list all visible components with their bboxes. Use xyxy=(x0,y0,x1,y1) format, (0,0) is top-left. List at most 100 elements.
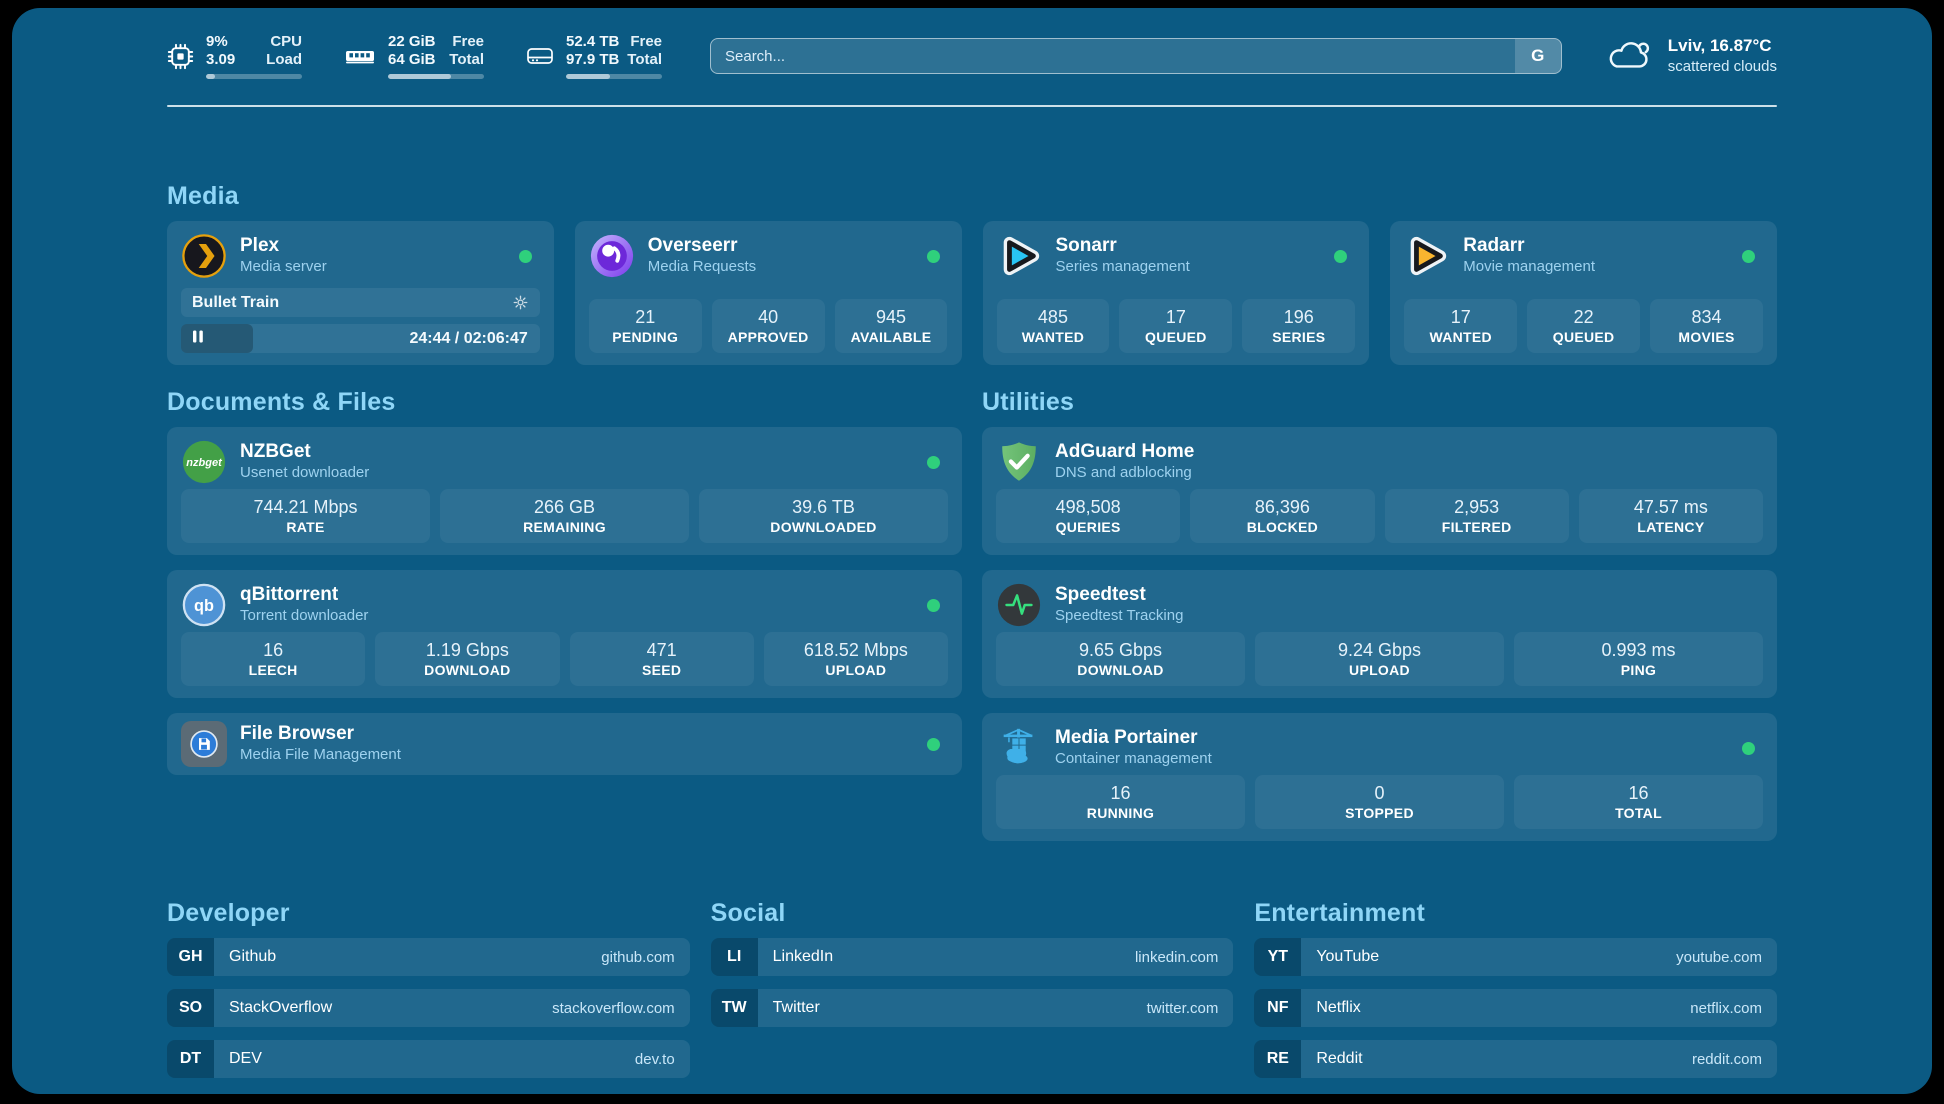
svg-text:nzbget: nzbget xyxy=(186,457,223,469)
stat-tile: 485 WANTED xyxy=(996,299,1110,353)
app-name: File Browser xyxy=(240,723,355,744)
app-subtitle: Usenet downloader xyxy=(240,464,370,481)
sonarr-card[interactable]: Sonarr Series management 485 WANTED 17 Q… xyxy=(982,221,1370,365)
portainer-card[interactable]: Media Portainer Container management 16 … xyxy=(982,713,1777,841)
disk-progress-bar xyxy=(566,74,662,79)
bookmark-stackoverflow[interactable]: SO StackOverflow stackoverflow.com xyxy=(167,989,690,1027)
playback-time: 24:44 / 02:06:47 xyxy=(409,329,528,347)
status-dot xyxy=(927,737,940,751)
bookmark-dev[interactable]: DT DEV dev.to xyxy=(167,1040,690,1078)
status-dot xyxy=(1334,249,1348,263)
system-stats: 9% 3.09 CPU Load xyxy=(167,33,662,79)
status-dot xyxy=(927,598,940,612)
plex-card[interactable]: Plex Media server Bullet Train xyxy=(167,221,554,365)
stat-tile: 16 TOTAL xyxy=(1514,775,1763,829)
status-dot xyxy=(1742,249,1755,263)
bookmark-twitter[interactable]: TW Twitter twitter.com xyxy=(710,989,1234,1027)
stat-tile: 17 WANTED xyxy=(1404,299,1518,353)
bookmark-reddit[interactable]: RE Reddit reddit.com xyxy=(1254,1040,1777,1078)
disk-free: 52.4 TB xyxy=(566,33,620,50)
app-name: NZBGet xyxy=(240,441,311,462)
app-name: AdGuard Home xyxy=(1055,441,1195,462)
plex-icon xyxy=(181,233,227,279)
gear-icon[interactable] xyxy=(512,294,529,311)
app-name: Sonarr xyxy=(1055,235,1117,256)
now-playing-title: Bullet Train xyxy=(192,293,280,311)
stat-tile: 9.24 Gbps UPLOAD xyxy=(1255,632,1504,686)
pause-icon[interactable] xyxy=(192,330,204,348)
section-title-entertainment: Entertainment xyxy=(1254,899,1426,927)
disk-total: 97.9 TB xyxy=(566,51,620,68)
stat-tile: 945 AVAILABLE xyxy=(834,299,948,353)
bookmark-linkedin[interactable]: LI LinkedIn linkedin.com xyxy=(710,938,1234,976)
app-subtitle: Media File Management xyxy=(240,746,401,763)
nzbget-card[interactable]: nzbget NZBGet Usenet downloader 74 xyxy=(167,427,962,555)
bookmark-netflix[interactable]: NF Netflix netflix.com xyxy=(1254,989,1777,1027)
app-subtitle: DNS and adblocking xyxy=(1055,464,1192,481)
cpu-progress-bar xyxy=(206,74,302,79)
stat-tile: 40 APPROVED xyxy=(711,299,825,353)
adguard-card[interactable]: AdGuard Home DNS and adblocking 498,508 … xyxy=(982,427,1777,555)
bookmark-youtube[interactable]: YT YouTube youtube.com xyxy=(1254,938,1777,976)
speedtest-card[interactable]: Speedtest Speedtest Tracking 9.65 Gbps D… xyxy=(982,570,1777,698)
cpu-stat: 9% 3.09 CPU Load xyxy=(167,33,302,79)
search-bar: G xyxy=(710,38,1562,74)
disk-stat: 52.4 TB 97.9 TB Free Total xyxy=(526,33,662,79)
status-dot xyxy=(1742,741,1755,755)
app-subtitle: Speedtest Tracking xyxy=(1055,607,1184,624)
nzbget-icon: nzbget xyxy=(181,439,227,485)
radarr-icon xyxy=(1404,233,1450,279)
overseerr-card[interactable]: Overseerr Media Requests 21 PENDING 40 A… xyxy=(574,221,962,365)
weather-widget[interactable]: Lviv, 16.87°C scattered clouds xyxy=(1604,35,1777,77)
app-subtitle: Movie management xyxy=(1463,258,1595,275)
stat-tile: 498,508 QUERIES xyxy=(996,489,1181,543)
section-title-documents: Documents & Files xyxy=(167,388,396,416)
weather-location-temp: Lviv, 16.87°C xyxy=(1667,36,1772,55)
section-title-social: Social xyxy=(710,899,786,927)
app-name: Media Portainer xyxy=(1055,727,1198,748)
stat-tile: 196 SERIES xyxy=(1242,299,1356,353)
ram-progress-bar xyxy=(388,74,484,79)
stat-tile: 16 RUNNING xyxy=(996,775,1245,829)
cpu-icon xyxy=(167,43,194,69)
stat-tile: 21 PENDING xyxy=(588,299,702,353)
bookmark-github[interactable]: GH Github github.com xyxy=(167,938,690,976)
stat-tile: 744.21 Mbps RATE xyxy=(181,489,430,543)
search-input[interactable] xyxy=(710,38,1562,74)
stat-tile: 39.6 TB DOWNLOADED xyxy=(699,489,948,543)
app-subtitle: Media Requests xyxy=(647,258,757,275)
speedtest-icon xyxy=(996,582,1042,628)
stat-tile: 86,396 BLOCKED xyxy=(1190,489,1375,543)
stat-tile: 471 SEED xyxy=(569,632,754,686)
header: 9% 3.09 CPU Load xyxy=(167,33,1777,79)
status-dot xyxy=(927,455,940,469)
app-subtitle: Torrent downloader xyxy=(240,607,369,624)
radarr-card[interactable]: Radarr Movie management 17 WANTED 22 QUE… xyxy=(1390,221,1777,365)
stat-tile: 2,953 FILTERED xyxy=(1384,489,1569,543)
qbittorrent-card[interactable]: qb qBittorrent Torrent downloader xyxy=(167,570,962,698)
stat-tile: 47.57 ms LATENCY xyxy=(1578,489,1763,543)
disk-icon xyxy=(527,48,553,64)
ram-free: 22 GiB xyxy=(388,33,436,50)
filebrowser-card[interactable]: File Browser Media File Management xyxy=(167,713,962,775)
stat-tile: 17 QUEUED xyxy=(1119,299,1233,353)
adguard-icon xyxy=(996,439,1042,485)
now-playing-row: Bullet Train xyxy=(181,288,540,317)
stat-tile: 834 MOVIES xyxy=(1650,299,1763,353)
app-name: Speedtest xyxy=(1055,584,1146,605)
portainer-icon xyxy=(996,725,1042,771)
cloud-icon xyxy=(1609,42,1649,68)
status-dot xyxy=(926,249,940,263)
stat-tile: 266 GB REMAINING xyxy=(440,489,689,543)
stat-tile: 0 STOPPED xyxy=(1255,775,1504,829)
stat-tile: 16 LEECH xyxy=(181,632,366,686)
app-subtitle: Series management xyxy=(1055,258,1190,275)
playback-progress: 24:44 / 02:06:47 xyxy=(181,324,540,353)
section-title-utilities: Utilities xyxy=(982,388,1075,416)
section-title-developer: Developer xyxy=(167,899,290,927)
app-name: Plex xyxy=(240,235,280,256)
ram-total: 64 GiB xyxy=(388,51,436,68)
search-engine-button[interactable]: G xyxy=(1514,39,1561,73)
stat-tile: 22 QUEUED xyxy=(1527,299,1641,353)
weather-condition: scattered clouds xyxy=(1667,58,1777,75)
